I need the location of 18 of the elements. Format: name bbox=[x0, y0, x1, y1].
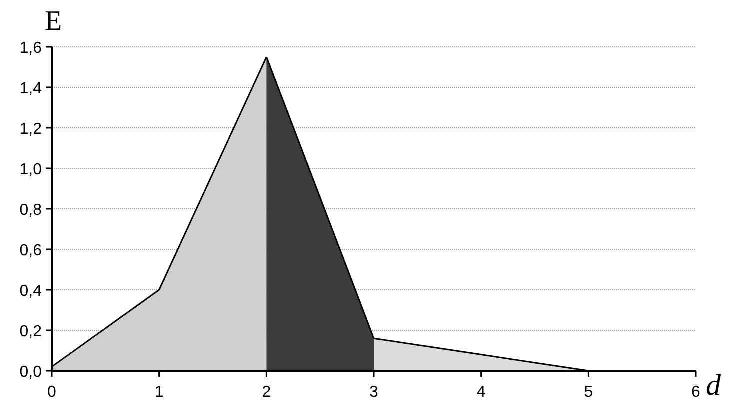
x-tick-label: 3 bbox=[370, 384, 379, 401]
y-tick-label: 0,6 bbox=[20, 242, 42, 260]
y-tick-label: 1,0 bbox=[20, 162, 42, 178]
x-axis-title: d bbox=[706, 369, 722, 402]
y-axis-title: E bbox=[45, 6, 62, 37]
x-tick-label: 6 bbox=[692, 384, 701, 401]
y-tick-label: 0,4 bbox=[20, 283, 42, 300]
x-tick-label: 5 bbox=[584, 384, 594, 401]
y-tick-label: 0,0 bbox=[20, 364, 42, 381]
x-tick-label: 2 bbox=[262, 384, 272, 401]
y-tick-label: 0,2 bbox=[20, 324, 42, 340]
x-tick-label: 1 bbox=[154, 384, 164, 401]
y-tick-label: 1,6 bbox=[20, 40, 42, 57]
x-tick-label: 0 bbox=[48, 384, 57, 401]
y-tick-label: 1,2 bbox=[20, 121, 42, 138]
x-tick-label: 4 bbox=[476, 384, 486, 401]
y-tick-label: 1,4 bbox=[20, 80, 42, 98]
y-tick-label: 0,8 bbox=[20, 202, 42, 219]
